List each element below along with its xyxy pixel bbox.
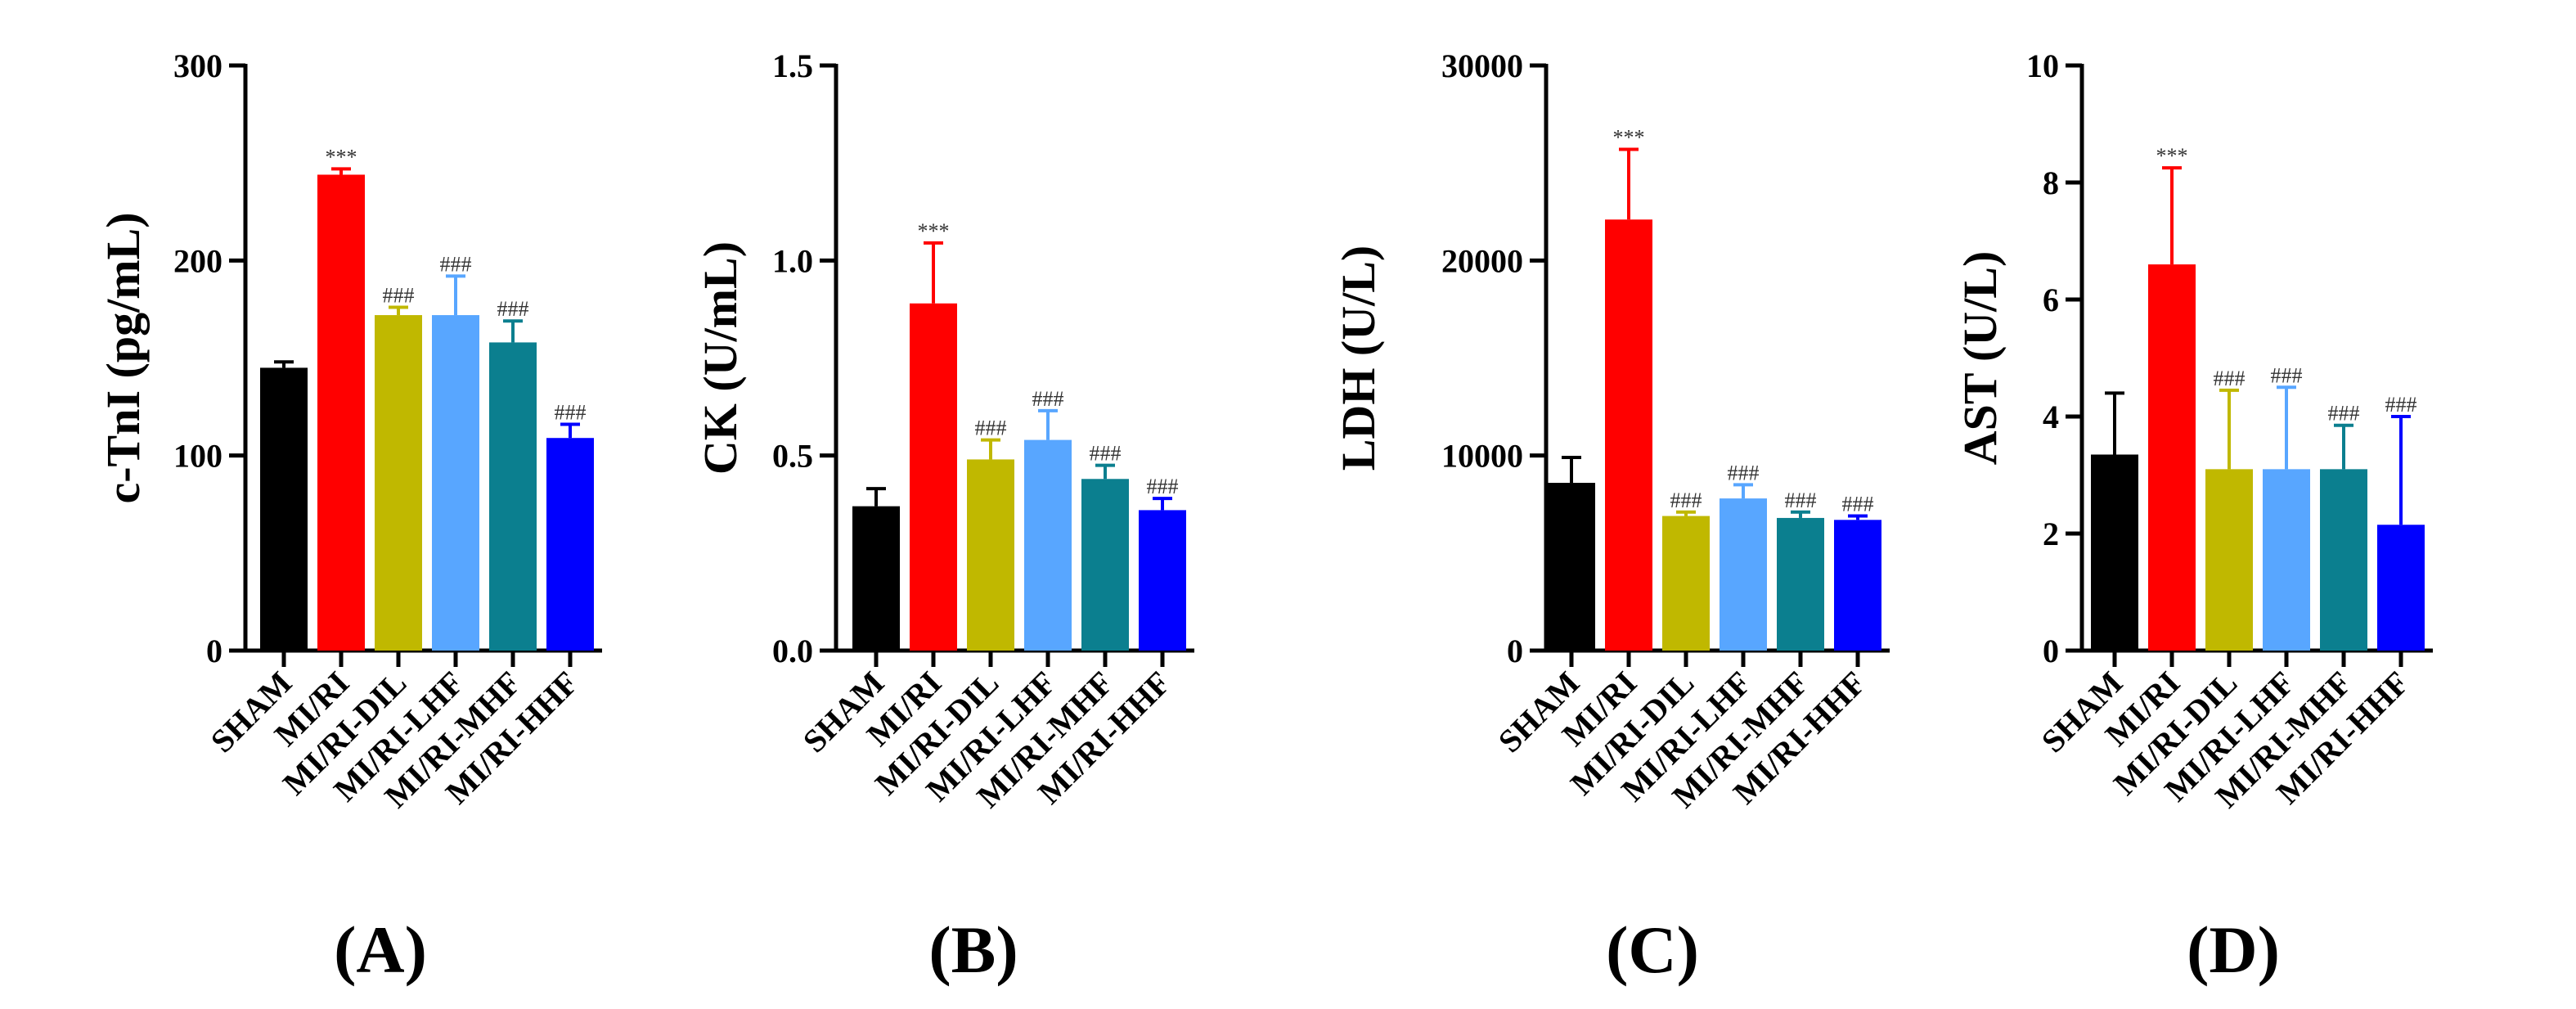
y-tick-label: 4 — [2043, 399, 2059, 435]
bar-mi-ri-dil — [2205, 469, 2253, 651]
bar-sham — [260, 367, 308, 651]
y-tick-label: 1.0 — [772, 242, 813, 279]
bar-mi-ri-mhf — [489, 342, 537, 651]
bar-mi-ri-mhf — [1081, 479, 1129, 651]
y-tick-label: 0 — [206, 633, 223, 669]
y-tick-label: 10 — [2026, 47, 2059, 84]
y-axis-title: CK (U/mL) — [694, 241, 747, 475]
bar-mi-ri-dil — [967, 459, 1014, 651]
significance-label: *** — [2156, 144, 2188, 168]
bar-mi-ri-mhf — [1777, 517, 1824, 651]
panel-label: (C) — [1606, 912, 1699, 987]
significance-label: *** — [1613, 125, 1645, 149]
y-axis-title: LDH (U/L) — [1332, 245, 1385, 471]
significance-label: ### — [1785, 489, 1817, 512]
significance-label: ### — [1090, 442, 1122, 466]
bar-mi-ri — [317, 174, 365, 651]
significance-label: ### — [2214, 367, 2246, 390]
significance-label: ### — [2385, 393, 2417, 417]
significance-label: ### — [440, 252, 472, 276]
bar-mi-ri — [1605, 219, 1652, 651]
significance-label: ### — [1032, 387, 1064, 411]
bar-mi-ri-dil — [375, 315, 422, 651]
y-tick-label: 100 — [173, 438, 223, 475]
y-tick-label: 0.5 — [772, 438, 813, 475]
significance-label: ### — [497, 297, 529, 321]
y-tick-label: 8 — [2043, 164, 2059, 201]
bar-sham — [1548, 483, 1595, 651]
significance-label: ### — [1670, 489, 1702, 512]
panel-label: (D) — [2187, 912, 2280, 987]
significance-label: ### — [1842, 493, 1874, 516]
y-axis-title: AST (U/L) — [1953, 251, 2007, 466]
y-tick-label: 30000 — [1441, 47, 1523, 84]
significance-label: ### — [2328, 402, 2360, 426]
bar-mi-ri-dil — [1662, 516, 1710, 651]
y-tick-label: 200 — [173, 242, 223, 279]
significance-label: ### — [1728, 461, 1760, 484]
chart-panel-b: 0.00.51.01.5CK (U/mL)SHAM***MI/RI###MI/R… — [694, 47, 1194, 987]
bar-mi-ri-lhf — [1720, 498, 1767, 651]
y-tick-label: 20000 — [1441, 242, 1523, 279]
bar-mi-ri-lhf — [432, 315, 479, 651]
y-tick-label: 2 — [2043, 516, 2059, 552]
significance-label: ### — [383, 284, 415, 308]
panel-label: (B) — [928, 912, 1018, 987]
bar-mi-ri-mhf — [2320, 469, 2367, 651]
bar-mi-ri-hhf — [1834, 520, 1881, 651]
bar-sham — [852, 506, 900, 651]
bar-mi-ri — [2148, 264, 2196, 651]
significance-label: ### — [1147, 475, 1179, 498]
y-tick-label: 1.5 — [772, 47, 813, 84]
panel-label: (A) — [334, 912, 427, 987]
bar-sham — [2091, 454, 2138, 651]
bar-mi-ri-lhf — [1024, 439, 1072, 651]
y-tick-label: 0.0 — [772, 633, 813, 669]
significance-label: ### — [555, 401, 587, 425]
y-tick-label: 10000 — [1441, 438, 1523, 475]
significance-label: *** — [326, 145, 357, 169]
significance-label: ### — [975, 417, 1007, 440]
bar-mi-ri-hhf — [1139, 510, 1186, 651]
y-tick-label: 0 — [1507, 633, 1523, 669]
bar-mi-ri-lhf — [2263, 469, 2310, 651]
y-axis-title: c-TnI (pg/mL) — [97, 212, 150, 503]
y-tick-label: 0 — [2043, 633, 2059, 669]
bar-mi-ri-hhf — [546, 438, 594, 651]
y-tick-label: 300 — [173, 47, 223, 84]
bar-mi-ri-hhf — [2377, 525, 2425, 651]
significance-label: ### — [2271, 363, 2303, 387]
significance-label: *** — [918, 219, 950, 243]
y-tick-label: 6 — [2043, 282, 2059, 318]
bar-mi-ri — [910, 303, 957, 651]
